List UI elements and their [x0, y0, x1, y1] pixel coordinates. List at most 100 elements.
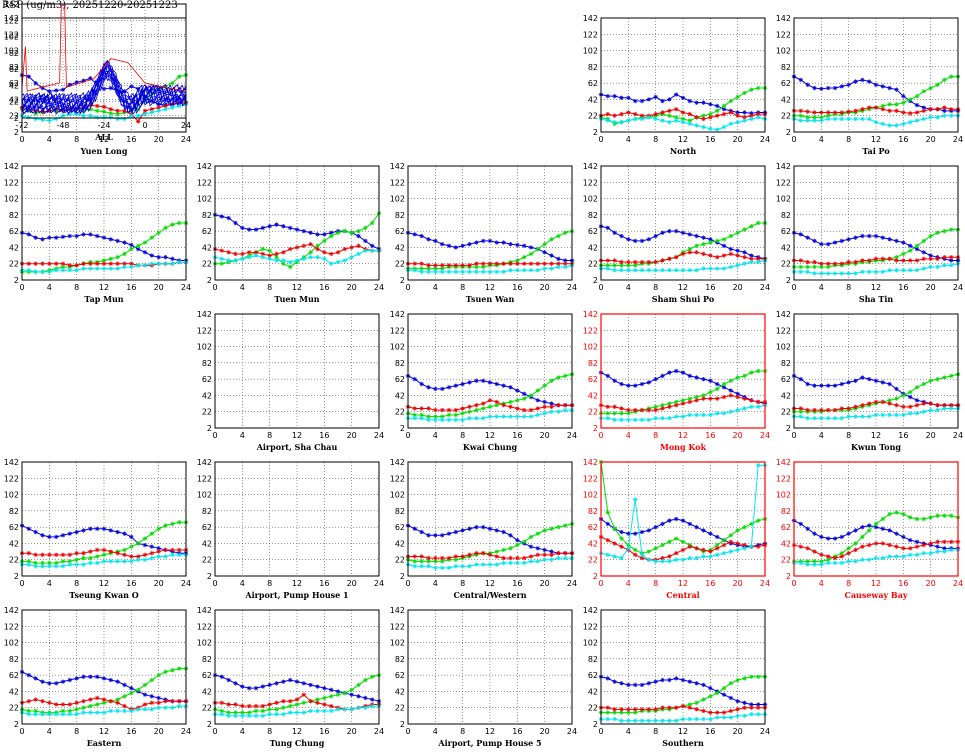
- data-point: [846, 237, 851, 242]
- x-tick-label: 24: [760, 431, 770, 440]
- data-point: [653, 233, 658, 239]
- data-point: [673, 228, 679, 234]
- data-point: [901, 554, 906, 559]
- data-point: [149, 551, 155, 556]
- data-point: [439, 269, 445, 275]
- data-point: [501, 269, 506, 275]
- data-point: [149, 707, 155, 712]
- data-point: [88, 555, 93, 561]
- data-point: [101, 547, 107, 553]
- data-point: [901, 258, 906, 263]
- data-point: [701, 124, 706, 130]
- chart-panel: 2 22 42 62 82 102 122 142 0 4 8 12 16 20 24 Sham Shui P…: [579, 162, 772, 310]
- data-point: [528, 414, 534, 419]
- data-point: [626, 682, 631, 688]
- data-point: [805, 259, 810, 265]
- data-point: [521, 407, 527, 413]
- data-point: [714, 103, 720, 109]
- data-point: [742, 250, 747, 255]
- x-tick-label: 16: [319, 283, 329, 292]
- data-point: [846, 116, 851, 122]
- data-point: [728, 409, 734, 414]
- data-point: [549, 378, 554, 383]
- data-point: [81, 551, 86, 556]
- data-point: [646, 528, 652, 533]
- y-tick-label: 102: [4, 639, 19, 648]
- plot-frame: [600, 609, 766, 725]
- data-point: [149, 531, 155, 536]
- data-point: [914, 93, 920, 99]
- data-point: [921, 542, 927, 548]
- data-point: [742, 110, 747, 115]
- data-point: [687, 679, 693, 684]
- data-point: [667, 539, 672, 544]
- data-point: [308, 708, 313, 714]
- data-point: [646, 407, 652, 413]
- data-point: [667, 370, 672, 375]
- data-point: [342, 246, 348, 252]
- data-point: [832, 555, 838, 561]
- data-point: [108, 261, 114, 266]
- x-tick-label: 0: [791, 431, 796, 440]
- data-point: [632, 383, 638, 388]
- data-point: [639, 381, 645, 387]
- y-tick-label: 62: [202, 375, 212, 384]
- data-point: [122, 264, 127, 270]
- data-point: [805, 546, 810, 551]
- data-point: [446, 417, 452, 423]
- y-tick-label: 62: [781, 523, 791, 532]
- y-tick-label: 42: [588, 243, 598, 252]
- y-tick-label: 122: [583, 474, 598, 483]
- data-point: [907, 394, 913, 400]
- data-point: [907, 268, 913, 273]
- data-point: [626, 118, 631, 123]
- data-point: [605, 411, 611, 416]
- data-point: [494, 554, 500, 559]
- data-point: [246, 713, 252, 719]
- data-point: [501, 240, 506, 245]
- data-point: [253, 708, 259, 714]
- data-point: [860, 233, 865, 239]
- data-point: [494, 381, 500, 387]
- y-tick-label: 142: [390, 606, 405, 615]
- y-tick-label: 82: [781, 359, 791, 368]
- x-tick-label: 4: [47, 579, 52, 588]
- data-point: [501, 560, 506, 566]
- data-point: [556, 524, 561, 530]
- y-tick-label: 82: [781, 507, 791, 516]
- data-point: [467, 564, 472, 569]
- x-tick-label: 20: [540, 283, 550, 292]
- data-point: [562, 403, 568, 408]
- data-point: [294, 697, 300, 702]
- x-tick-label: 4: [626, 727, 631, 736]
- data-point: [115, 700, 120, 706]
- x-tick-label: 8: [653, 727, 658, 736]
- data-point: [742, 713, 747, 719]
- data-point: [632, 547, 638, 553]
- data-point: [226, 702, 231, 707]
- data-point: [342, 258, 348, 263]
- data-point: [673, 92, 679, 97]
- data-point: [839, 406, 845, 411]
- data-point: [294, 258, 300, 263]
- data-point: [81, 528, 86, 533]
- data-point: [446, 407, 452, 413]
- data-point: [549, 401, 554, 406]
- data-point: [853, 404, 858, 410]
- data-point: [267, 256, 272, 262]
- data-point: [515, 242, 520, 248]
- x-tick-label: 8: [267, 431, 272, 440]
- x-tick-label: 24: [953, 135, 963, 144]
- data-point: [40, 699, 45, 704]
- y-tick-label: 122: [197, 326, 212, 335]
- data-point: [129, 534, 134, 540]
- data-point: [322, 685, 327, 691]
- data-point: [240, 251, 245, 257]
- data-point: [646, 97, 652, 102]
- data-point: [240, 225, 245, 231]
- data-point: [67, 531, 73, 536]
- data-point: [108, 677, 114, 683]
- data-point: [88, 232, 93, 237]
- data-point: [149, 235, 155, 240]
